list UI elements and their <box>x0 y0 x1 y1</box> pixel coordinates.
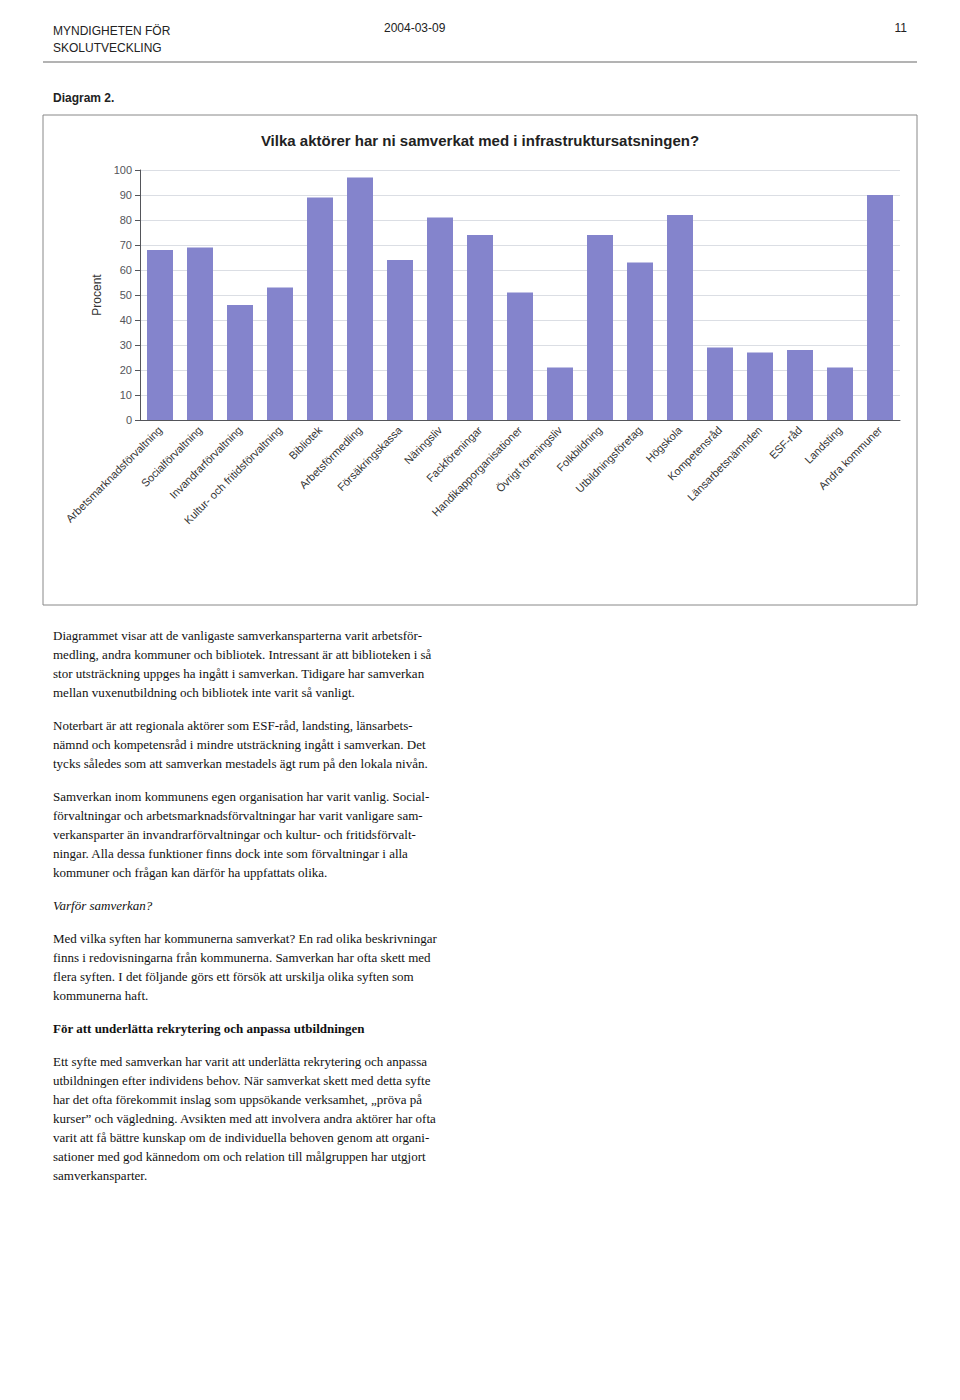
svg-text:Utbildningsföretag: Utbildningsföretag <box>573 424 644 495</box>
svg-text:kommunerna haft.: kommunerna haft. <box>53 988 148 1003</box>
svg-text:Landsting: Landsting <box>802 424 844 466</box>
svg-text:20: 20 <box>120 364 132 376</box>
svg-text:100: 100 <box>114 164 132 176</box>
svg-text:2004-03-09: 2004-03-09 <box>384 21 446 35</box>
svg-text:Med vilka syften har kommunern: Med vilka syften har kommunerna samverka… <box>53 931 437 946</box>
svg-text:SKOLUTVECKLING: SKOLUTVECKLING <box>53 41 162 55</box>
svg-text:Arbetsförmedling: Arbetsförmedling <box>297 423 365 491</box>
svg-text:Högskola: Högskola <box>643 423 684 464</box>
svg-text:medling, andra kommuner och bi: medling, andra kommuner och bibliotek. I… <box>53 647 432 662</box>
svg-text:Vilka aktörer har ni samverkat: Vilka aktörer har ni samverkat med i inf… <box>261 132 699 149</box>
svg-text:För att underlätta rekrytering: För att underlätta rekrytering och anpas… <box>53 1021 365 1036</box>
svg-text:Kompetensråd: Kompetensråd <box>665 423 725 483</box>
svg-text:Invandrarförvaltning: Invandrarförvaltning <box>167 424 244 501</box>
svg-text:ESF-råd: ESF-råd <box>767 424 804 461</box>
svg-text:Folkbildning: Folkbildning <box>554 423 605 474</box>
svg-text:Andra kommuner: Andra kommuner <box>816 424 884 492</box>
svg-text:Näringsliv: Näringsliv <box>402 423 445 466</box>
svg-text:Länsarbetsnämnden: Länsarbetsnämnden <box>685 424 764 503</box>
svg-text:Handikapporganisationer: Handikapporganisationer <box>429 423 525 519</box>
svg-text:Bibliotek: Bibliotek <box>286 423 324 461</box>
svg-text:90: 90 <box>120 189 132 201</box>
svg-text:flera syften. I det följande g: flera syften. I det följande görs ett fö… <box>53 969 414 984</box>
svg-text:Diagrammet visar att de vanlig: Diagrammet visar att de vanligaste samve… <box>53 628 422 643</box>
svg-text:Samverkan inom kommunens egen: Samverkan inom kommunens egen organisati… <box>53 789 429 804</box>
svg-text:80: 80 <box>120 214 132 226</box>
svg-text:Procent: Procent <box>90 274 104 316</box>
svg-text:finns i redovisningarna från k: finns i redovisningarna från kommunerna.… <box>53 950 431 965</box>
svg-text:30: 30 <box>120 339 132 351</box>
svg-text:har det ofta förekommit inslag: har det ofta förekommit inslag som uppsö… <box>53 1092 422 1107</box>
svg-text:Noterbart är att regionala akt: Noterbart är att regionala aktörer som E… <box>53 718 413 733</box>
svg-text:Arbetsmarknadsförvaltning: Arbetsmarknadsförvaltning <box>63 423 165 525</box>
svg-text:kurser” och vägledning. Avsikt: kurser” och vägledning. Avsikten med att… <box>53 1111 436 1126</box>
svg-text:mellan vuxenutbildning och bib: mellan vuxenutbildning och bibliotek int… <box>53 685 355 700</box>
svg-text:förvaltningar och arbetsmarkna: förvaltningar och arbetsmarknadsförvaltn… <box>53 808 423 823</box>
svg-text:60: 60 <box>120 264 132 276</box>
svg-text:Socialförvaltning: Socialförvaltning <box>138 423 205 490</box>
svg-text:11: 11 <box>895 21 908 35</box>
svg-text:Diagram 2.: Diagram 2. <box>53 91 114 105</box>
svg-text:Ett syfte med samverkan har va: Ett syfte med samverkan har varit att un… <box>53 1054 427 1069</box>
svg-text:40: 40 <box>120 314 132 326</box>
svg-text:70: 70 <box>120 239 132 251</box>
svg-text:nämnd och kompetensråd i mindr: nämnd och kompetensråd i mindre utsträck… <box>53 737 426 752</box>
svg-text:kommuner och frågan kan därför: kommuner och frågan kan därför ha uppfat… <box>53 865 327 880</box>
svg-text:50: 50 <box>120 289 132 301</box>
svg-text:ningar. Alla dessa funktioner: ningar. Alla dessa funktioner finns dock… <box>53 846 408 861</box>
svg-text:Övrigt föreningsliv: Övrigt föreningsliv <box>494 423 565 494</box>
svg-text:verkansparter än invandrarförv: verkansparter än invandrarförvaltningar … <box>53 827 416 842</box>
svg-text:10: 10 <box>120 389 132 401</box>
svg-text:Kultur- och fritidsförvaltning: Kultur- och fritidsförvaltning <box>182 424 285 527</box>
svg-text:Försäkringskassa: Försäkringskassa <box>335 423 405 493</box>
svg-text:Fackföreningar: Fackföreningar <box>424 423 485 484</box>
svg-text:tycks således som att samverka: tycks således som att samverkan mestadel… <box>53 756 428 771</box>
svg-text:utbildningen efter individens: utbildningen efter individens behov. När… <box>53 1073 431 1088</box>
svg-text:Varför samverkan?: Varför samverkan? <box>53 898 153 913</box>
svg-text:stor utsträckning uppges ha in: stor utsträckning uppges ha ingått i sam… <box>53 666 425 681</box>
svg-text:sationer med god kännedom om o: sationer med god kännedom om och relatio… <box>53 1149 426 1164</box>
svg-text:MYNDIGHETEN FÖR: MYNDIGHETEN FÖR <box>53 24 171 38</box>
svg-text:0: 0 <box>126 414 132 426</box>
svg-text:varit att få bättre kunskap om: varit att få bättre kunskap om de indivi… <box>53 1130 429 1145</box>
svg-text:samverkansparter.: samverkansparter. <box>53 1168 147 1183</box>
